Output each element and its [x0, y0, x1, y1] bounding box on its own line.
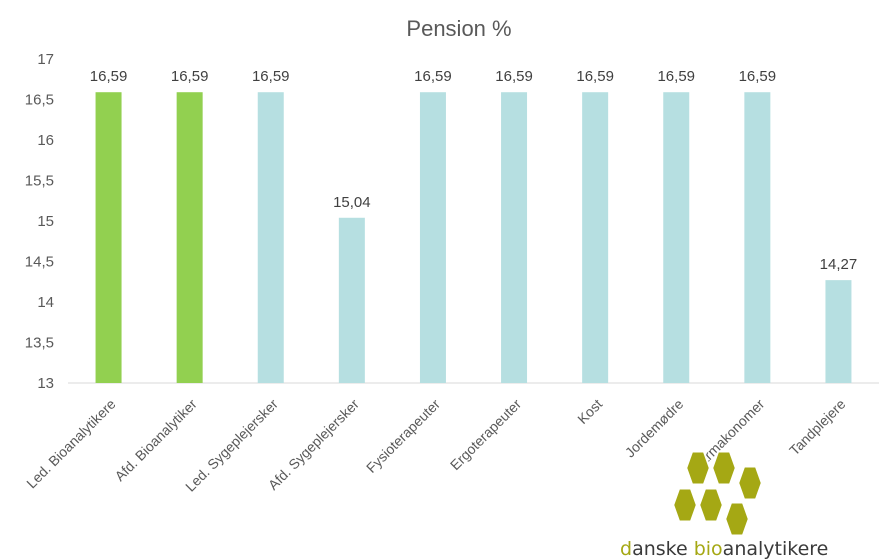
bars	[95, 92, 852, 384]
chart-title: Pension %	[406, 16, 511, 41]
logo-hexagon	[672, 487, 698, 523]
bar	[419, 92, 446, 384]
y-tick-label: 13	[37, 375, 54, 392]
logo-hexagon	[685, 450, 711, 486]
hexagon-cluster-icon	[672, 450, 763, 537]
bar	[663, 92, 690, 384]
y-tick-label: 15	[37, 213, 54, 230]
bar	[501, 92, 528, 384]
x-tick-label: Jordemødre	[622, 396, 687, 461]
bar	[257, 92, 284, 384]
logo-hexagon	[711, 450, 737, 486]
x-tick-label: Fysioterapeuter	[363, 396, 443, 476]
x-tick-label: Afd. Bioanalytiker	[111, 396, 200, 485]
x-tick-label: Afd. Sygeplejersker	[265, 396, 362, 493]
y-tick-label: 14	[37, 294, 54, 311]
y-tick-label: 14,5	[25, 254, 54, 271]
logo-hexagon	[737, 465, 763, 501]
bar	[744, 92, 771, 384]
x-tick-label: Ergoterapeuter	[447, 396, 525, 474]
brand-logo: danske bioanalytikere	[620, 450, 828, 560]
data-label: 16,59	[252, 68, 290, 85]
y-tick-label: 15,5	[25, 173, 54, 190]
data-label: 14,27	[820, 256, 858, 273]
data-label: 16,59	[657, 68, 695, 85]
data-label: 15,04	[333, 194, 371, 211]
brand-letter-d: d	[620, 538, 632, 560]
logo-hexagon	[724, 501, 750, 537]
brand-word-analytikere: analytikere	[723, 538, 829, 560]
brand-word-bio: bio	[694, 538, 723, 560]
data-label: 16,59	[171, 68, 209, 85]
data-label: 16,59	[90, 68, 128, 85]
y-axis: 13 13,5 14 14,5 15 15,5 16 16,5 17	[25, 51, 54, 392]
bar	[582, 92, 609, 384]
bar	[825, 280, 852, 383]
data-label: 16,59	[739, 68, 777, 85]
bar	[95, 92, 122, 384]
y-tick-label: 17	[37, 51, 54, 68]
x-tick-label: Tandplejere	[786, 396, 849, 459]
y-tick-label: 13,5	[25, 335, 54, 352]
y-tick-label: 16	[37, 132, 54, 149]
brand-wordmark: danske bioanalytikere	[620, 538, 828, 560]
bar	[176, 92, 203, 384]
x-tick-label: Kost	[574, 396, 605, 427]
data-label: 16,59	[576, 68, 614, 85]
logo-hexagon	[698, 487, 724, 523]
y-tick-label: 16,5	[25, 92, 54, 109]
brand-word-danske: anske	[632, 538, 694, 560]
bar	[338, 217, 365, 383]
data-labels: 16,59 16,59 16,59 15,04 16,59 16,59 16,59 16,59…	[90, 68, 857, 273]
x-tick-label: Led. Bioanalytikere	[23, 396, 119, 492]
data-label: 16,59	[414, 68, 452, 85]
data-label: 16,59	[495, 68, 533, 85]
